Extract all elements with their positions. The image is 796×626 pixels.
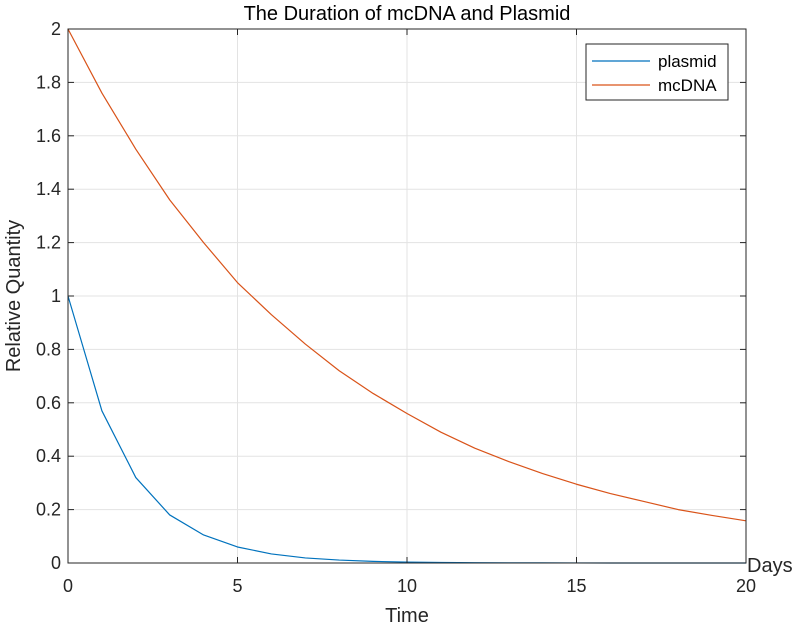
y-tick-label: 0.2 [36, 500, 61, 520]
y-tick-label: 0 [51, 553, 61, 573]
tick-marks [67, 28, 747, 564]
y-tick-label: 1 [51, 286, 61, 306]
y-tick-labels: 0 0.2 0.4 0.6 0.8 1 1.2 1.4 1.6 1.8 2 [36, 19, 61, 573]
series-line-mcdna [67, 28, 747, 522]
y-tick-label: 0.4 [36, 446, 61, 466]
x-tick-label: 5 [232, 576, 242, 596]
x-tick-labels: 0 5 10 15 20 [63, 576, 756, 596]
y-tick-label: 1.2 [36, 233, 61, 253]
legend: plasmid mcDNA [585, 43, 729, 101]
y-tick-label: 0.6 [36, 393, 61, 413]
grid [68, 29, 746, 563]
y-tick-label: 1.8 [36, 72, 61, 92]
y-tick-label: 1.6 [36, 126, 61, 146]
y-tick-label: 2 [51, 19, 61, 39]
legend-box [585, 43, 729, 101]
y-tick-label: 0.8 [36, 339, 61, 359]
x-tick-label: 10 [397, 576, 417, 596]
y-axis-title: Relative Quantity [3, 220, 25, 372]
legend-label: plasmid [658, 52, 717, 71]
x-tick-label: 15 [566, 576, 586, 596]
plot-area [67, 28, 747, 564]
legend-label: mcDNA [658, 76, 717, 95]
x-unit-label: Days [747, 555, 793, 577]
x-tick-label: 0 [63, 576, 73, 596]
chart-title: The Duration of mcDNA and Plasmid [244, 3, 571, 25]
x-tick-label: 20 [736, 576, 756, 596]
x-axis-title: Time [385, 605, 429, 626]
y-tick-label: 1.4 [36, 179, 61, 199]
